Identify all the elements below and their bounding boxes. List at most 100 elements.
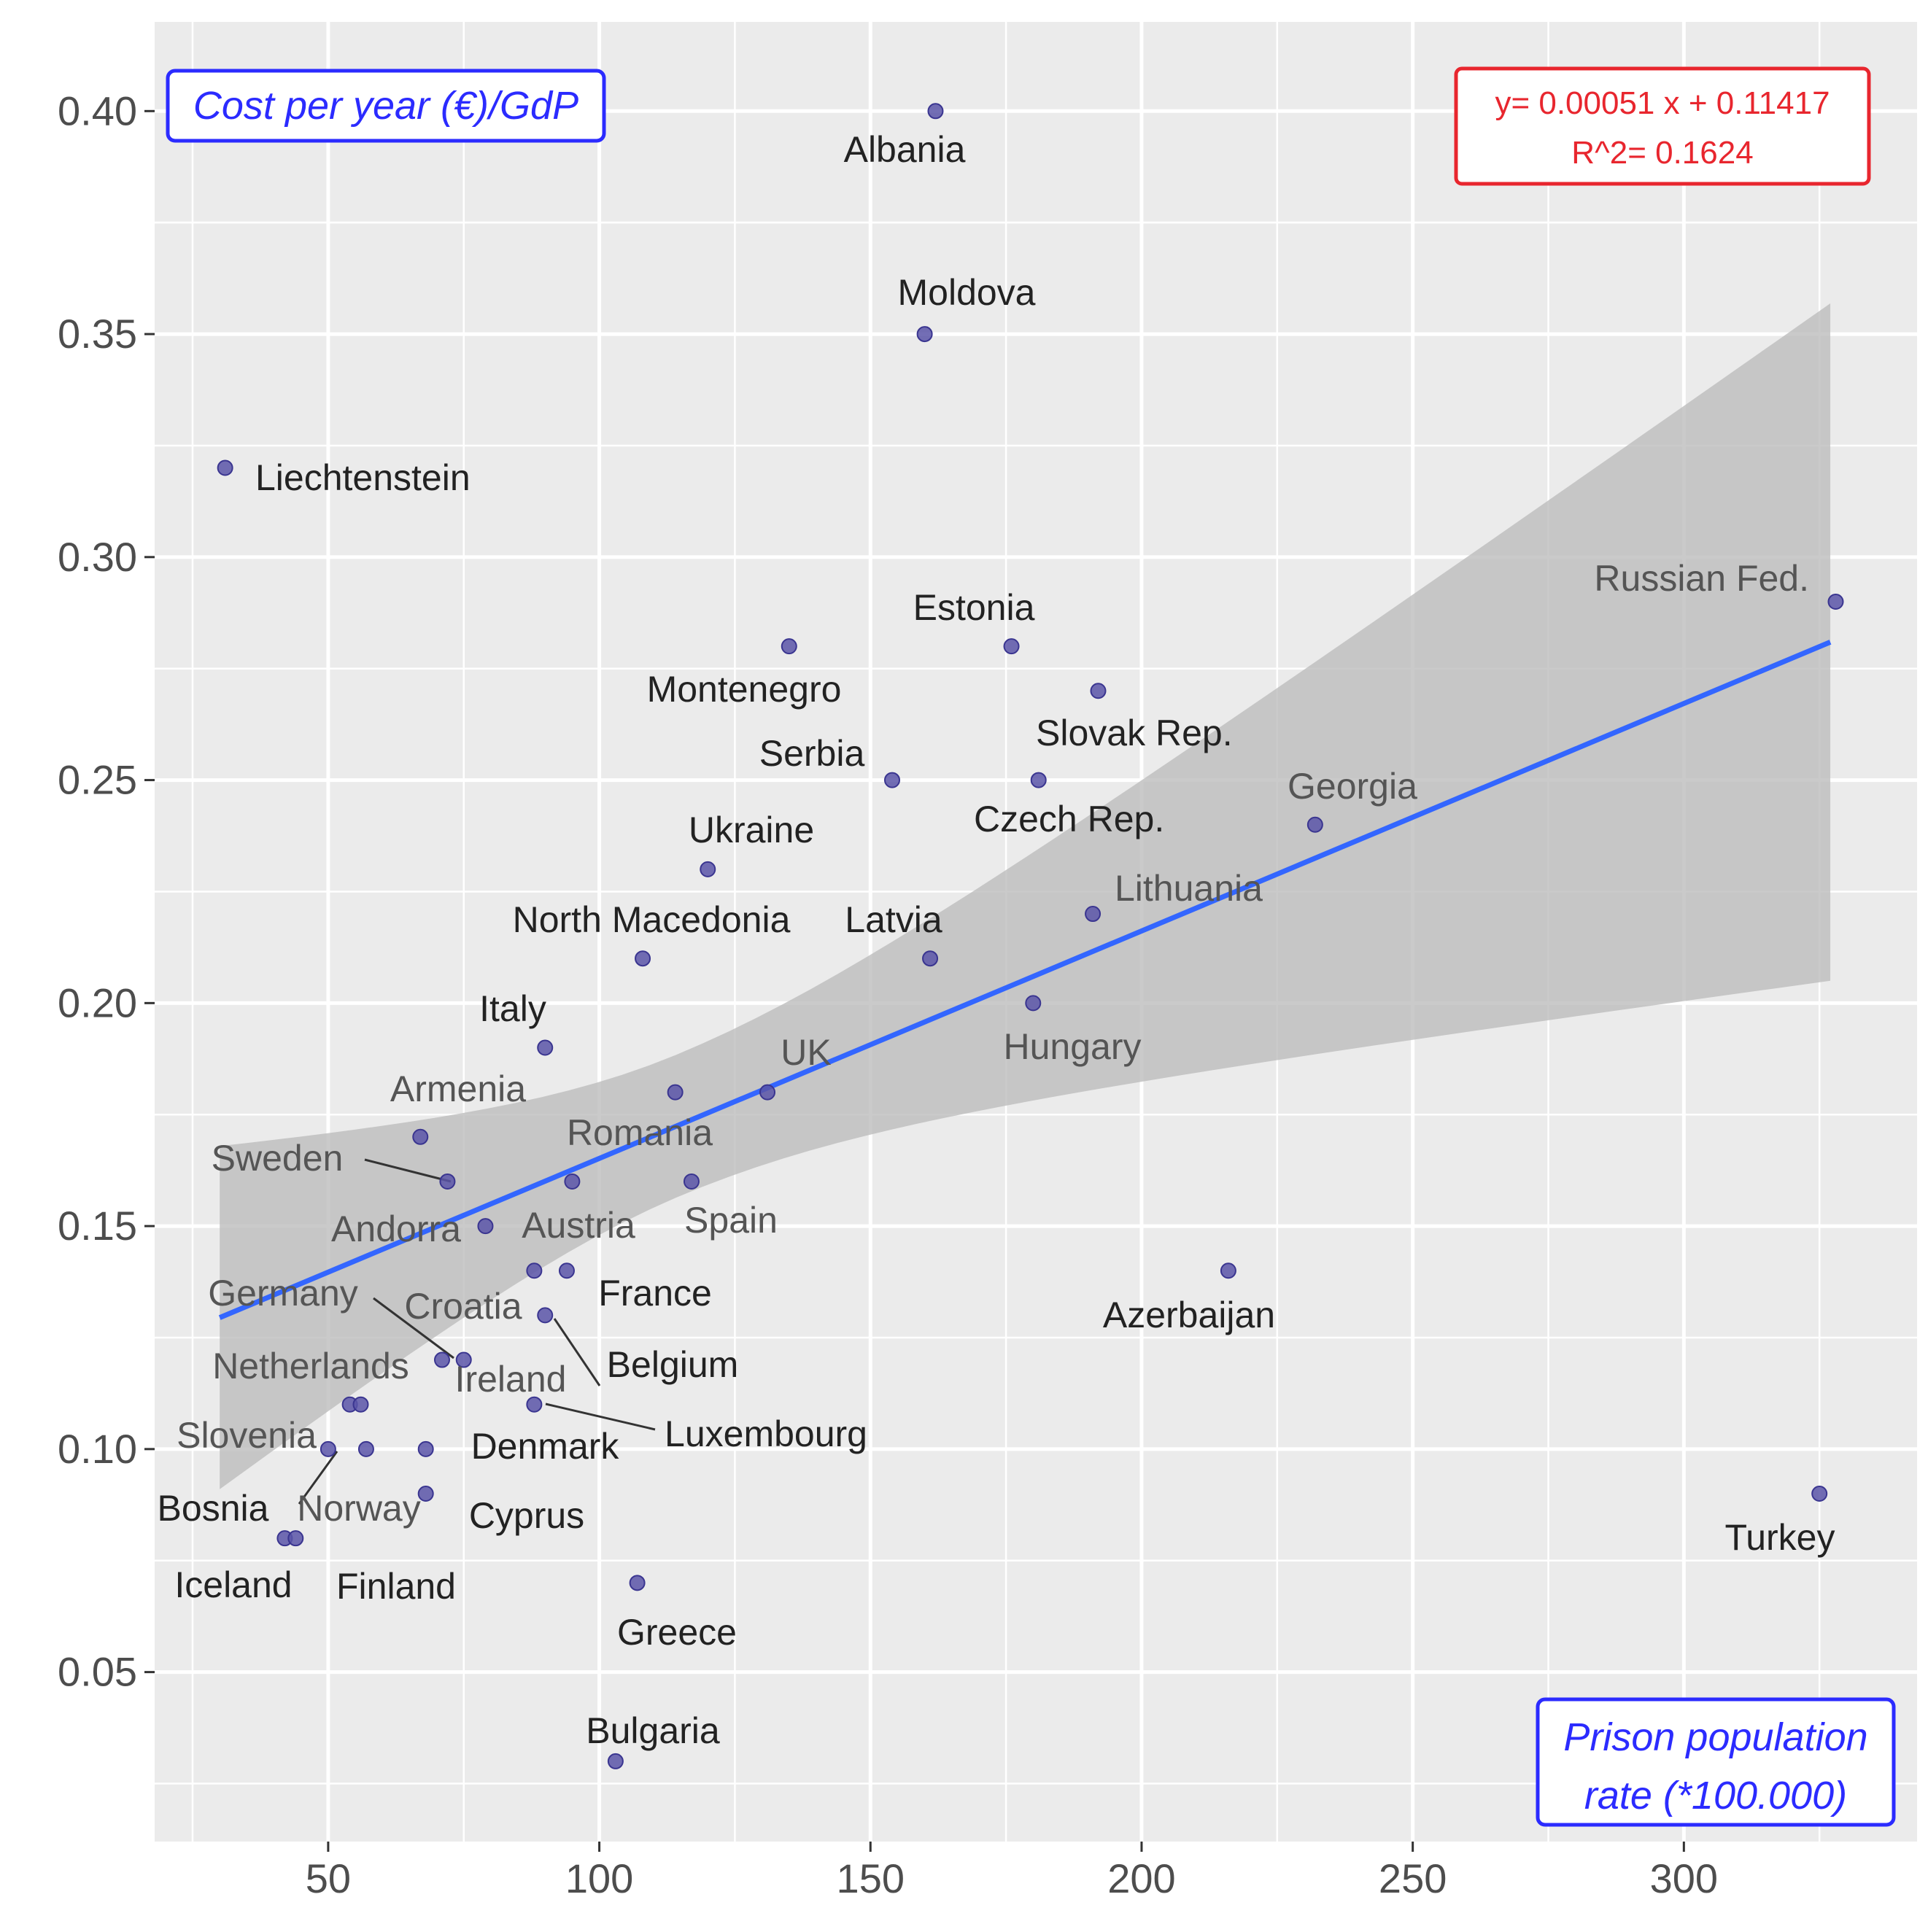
data-point [700, 861, 716, 877]
y-tick-label: 0.35 [58, 311, 137, 357]
point-label: Italy [479, 988, 546, 1029]
point-label: Serbia [759, 733, 865, 774]
point-label: Bulgaria [586, 1710, 720, 1751]
point-label: Cyprus [469, 1495, 584, 1536]
data-point [629, 1575, 646, 1591]
y-axis-title-box: Cost per year (€)/GdP [166, 69, 606, 143]
data-point [217, 459, 233, 476]
y-tick-label: 0.40 [58, 88, 137, 133]
data-point [352, 1396, 369, 1413]
data-point [884, 772, 901, 788]
data-point [357, 1440, 374, 1457]
point-label: Sweden [212, 1138, 344, 1179]
point-label: Estonia [913, 587, 1035, 628]
point-label: Azerbaijan [1103, 1295, 1275, 1335]
data-point [537, 1039, 554, 1056]
confidence-band-group [220, 303, 1831, 1489]
leader-line [553, 1318, 601, 1386]
data-point [433, 1351, 450, 1368]
data-point [477, 1218, 494, 1235]
point-label: Netherlands [212, 1346, 409, 1386]
regression-line-group [218, 640, 1832, 1320]
y-tick-label: 0.10 [58, 1426, 137, 1472]
y-tick-label: 0.15 [58, 1203, 137, 1249]
axes: 0.05 0.10 0.15 0.20 0.25 0.30 0.35 0.40 50 100 150… [58, 88, 1718, 1901]
point-label: Greece [617, 1612, 737, 1653]
data-point [526, 1262, 543, 1279]
point-label: Czech Rep. [974, 799, 1164, 839]
confidence-band [220, 303, 1831, 1489]
point-label: Georgia [1288, 766, 1417, 807]
data-point [1827, 593, 1844, 610]
y-tick-label: 0.25 [58, 757, 137, 803]
leader-line [373, 1297, 454, 1359]
data-points [217, 103, 1844, 1769]
point-label: Norway [297, 1488, 420, 1529]
regression-line [218, 640, 1832, 1320]
x-tick-label: 300 [1650, 1855, 1718, 1901]
data-point [1220, 1262, 1236, 1279]
data-point [455, 1351, 472, 1368]
data-point [927, 103, 944, 120]
point-label: Liechtenstein [255, 457, 471, 498]
data-point [667, 1084, 684, 1101]
data-point [417, 1486, 434, 1502]
data-point [1090, 683, 1107, 699]
data-point [564, 1173, 581, 1190]
leader-line [545, 1403, 656, 1431]
data-point [759, 1084, 776, 1101]
data-point [607, 1753, 624, 1769]
y-tick-label: 0.05 [58, 1649, 137, 1695]
data-point [1030, 772, 1047, 788]
point-label: Andorra [331, 1209, 461, 1249]
equation-line: y= 0.00051 x + 0.11417 [1495, 85, 1830, 121]
point-label: Luxembourg [665, 1413, 867, 1454]
data-point [683, 1173, 700, 1190]
point-label: Ireland [455, 1359, 567, 1400]
data-point [417, 1440, 434, 1457]
point-label: Moldova [898, 272, 1036, 313]
y-axis-title: Cost per year (€)/GdP [193, 84, 578, 128]
data-point [412, 1128, 429, 1145]
leader-line [364, 1158, 452, 1183]
data-point [1085, 906, 1102, 923]
label-leader-lines [298, 1158, 656, 1505]
point-label: Montenegro [647, 669, 842, 710]
x-axis-title-box: Prison population rate (*100.000) [1536, 1697, 1896, 1827]
point-label: Romania [567, 1112, 713, 1153]
data-point [916, 326, 933, 343]
point-label: Lithuania [1115, 868, 1263, 909]
x-axis-title-line-1: Prison population [1563, 1715, 1867, 1759]
point-label: Turkey [1725, 1517, 1835, 1558]
data-point [320, 1440, 336, 1457]
point-label: Belgium [607, 1344, 739, 1385]
data-point [1003, 638, 1020, 655]
point-label: North Macedonia [513, 899, 791, 940]
point-label: Austria [522, 1205, 635, 1246]
data-point [287, 1530, 304, 1547]
y-tick-label: 0.20 [58, 979, 137, 1025]
point-label: Latvia [845, 899, 942, 940]
point-label: Hungary [1004, 1026, 1142, 1067]
x-tick-label: 50 [306, 1855, 351, 1901]
x-tick-label: 250 [1379, 1855, 1447, 1901]
point-label: Ukraine [689, 810, 814, 850]
point-label: France [598, 1273, 712, 1314]
point-label: Croatia [404, 1286, 522, 1327]
point-label: Russian Fed. [1594, 558, 1809, 599]
data-point [537, 1307, 554, 1324]
data-point [1025, 995, 1042, 1012]
x-axis-title-line-2: rate (*100.000) [1584, 1774, 1847, 1817]
point-label: Albania [844, 129, 966, 170]
y-tick-label: 0.30 [58, 534, 137, 580]
point-label: Spain [684, 1200, 778, 1241]
equation-box: y= 0.00051 x + 0.11417 R^2= 0.1624 [1454, 66, 1871, 186]
r-squared-line: R^2= 0.1624 [1571, 135, 1753, 171]
data-point [439, 1173, 456, 1190]
point-label: UK [781, 1032, 831, 1073]
data-point [558, 1262, 575, 1279]
data-point [1811, 1486, 1828, 1502]
point-label: Slovenia [177, 1415, 317, 1456]
point-label: Germany [208, 1273, 358, 1314]
